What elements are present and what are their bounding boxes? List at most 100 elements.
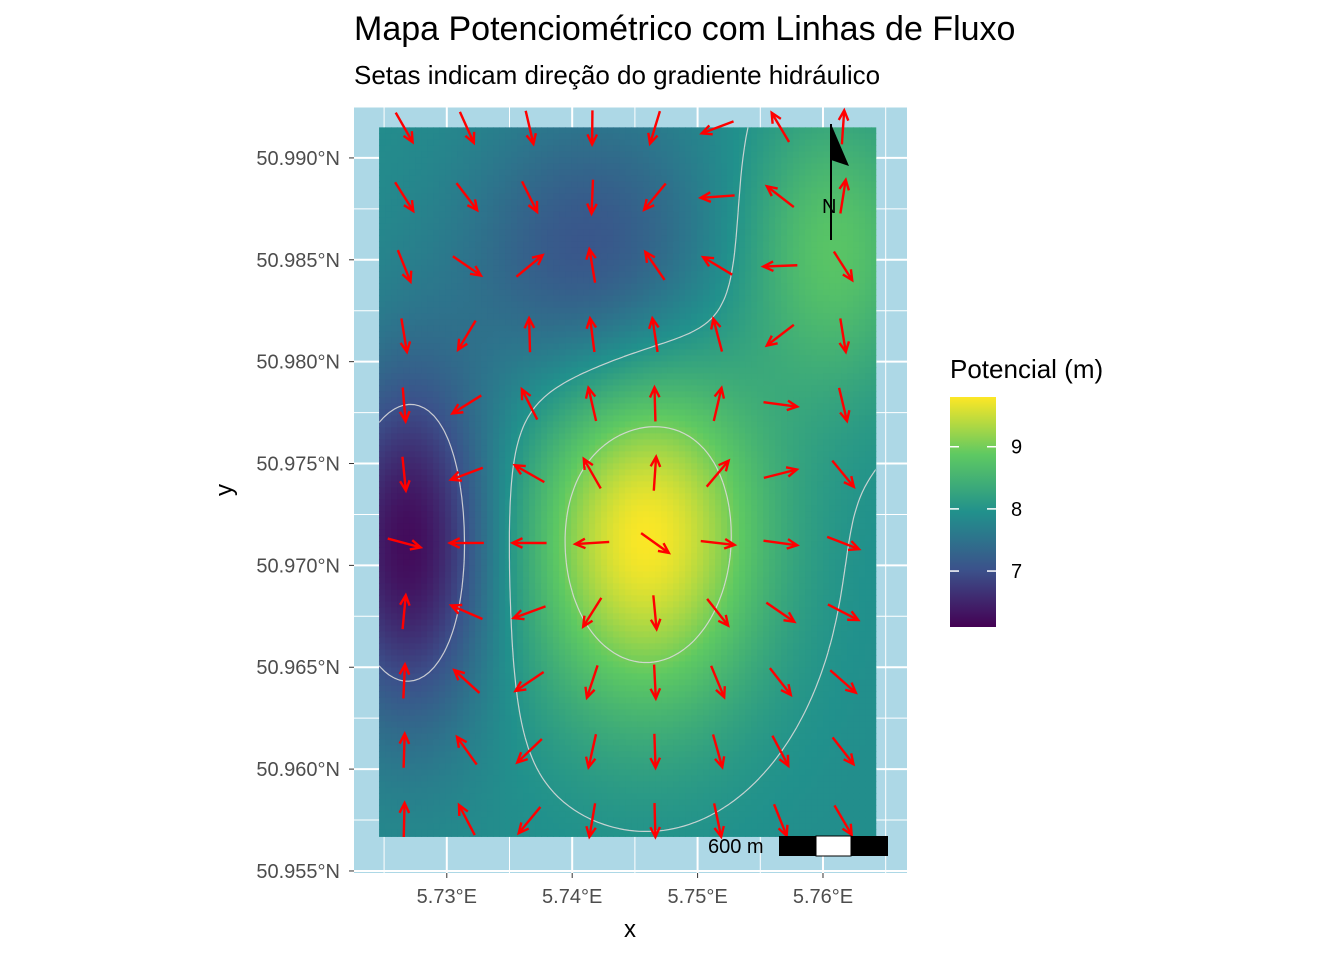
surface-cell: [625, 235, 632, 242]
surface-cell: [415, 403, 422, 410]
surface-cell: [853, 193, 860, 200]
surface-cell: [553, 415, 560, 422]
surface-cell: [565, 337, 572, 344]
surface-cell: [403, 319, 410, 326]
surface-cell: [793, 241, 800, 248]
surface-cell: [577, 481, 584, 488]
surface-cell: [691, 313, 698, 320]
surface-cell: [865, 265, 872, 272]
surface-cell: [523, 307, 530, 314]
surface-cell: [619, 301, 626, 308]
surface-cell: [847, 439, 854, 446]
surface-cell: [517, 439, 524, 446]
surface-cell: [511, 289, 518, 296]
surface-cell: [799, 295, 806, 302]
surface-cell: [649, 175, 656, 182]
surface-cell: [769, 271, 776, 278]
surface-cell: [385, 217, 392, 224]
surface-cell: [631, 319, 638, 326]
surface-cell: [385, 223, 392, 230]
surface-cell: [517, 445, 524, 452]
surface-cell: [415, 175, 422, 182]
surface-cell: [493, 415, 500, 422]
surface-cell: [631, 391, 638, 398]
surface-cell: [781, 289, 788, 296]
surface-cell: [553, 361, 560, 368]
surface-cell: [613, 463, 620, 470]
surface-cell: [601, 211, 608, 218]
surface-cell: [493, 283, 500, 290]
surface-cell: [565, 235, 572, 242]
surface-cell: [781, 307, 788, 314]
surface-cell: [739, 199, 746, 206]
surface-cell: [391, 193, 398, 200]
surface-cell: [781, 217, 788, 224]
surface-cell: [451, 157, 458, 164]
surface-cell: [703, 211, 710, 218]
surface-cell: [619, 205, 626, 212]
surface-cell: [799, 157, 806, 164]
surface-cell: [691, 277, 698, 284]
surface-cell: [571, 403, 578, 410]
surface-cell: [697, 175, 704, 182]
surface-cell: [643, 481, 650, 488]
surface-cell: [745, 193, 752, 200]
surface-cell: [823, 373, 830, 380]
surface-cell: [541, 445, 548, 452]
surface-cell: [439, 433, 446, 440]
surface-cell: [619, 187, 626, 194]
surface-cell: [577, 463, 584, 470]
surface-cell: [817, 391, 824, 398]
surface-cell: [865, 409, 872, 416]
surface-cell: [685, 427, 692, 434]
surface-cell: [589, 253, 596, 260]
surface-cell: [757, 349, 764, 356]
surface-cell: [763, 379, 770, 386]
surface-cell: [427, 463, 434, 470]
surface-cell: [469, 145, 476, 152]
surface-cell: [499, 283, 506, 290]
surface-cell: [571, 277, 578, 284]
surface-cell: [835, 349, 842, 356]
surface-cell: [511, 301, 518, 308]
surface-cell: [847, 433, 854, 440]
surface-cell: [793, 253, 800, 260]
surface-cell: [643, 319, 650, 326]
surface-cell: [853, 421, 860, 428]
surface-cell: [667, 397, 674, 404]
surface-cell: [757, 445, 764, 452]
surface-cell: [529, 175, 536, 182]
surface-cell: [529, 151, 536, 158]
surface-cell: [493, 139, 500, 146]
surface-cell: [451, 133, 458, 140]
surface-cell: [559, 163, 566, 170]
surface-cell: [799, 145, 806, 152]
surface-cell: [643, 145, 650, 152]
surface-cell: [733, 457, 740, 464]
surface-cell: [517, 175, 524, 182]
surface-cell: [799, 151, 806, 158]
surface-cell: [409, 127, 416, 134]
surface-cell: [553, 265, 560, 272]
surface-cell: [589, 223, 596, 230]
surface-cell: [541, 133, 548, 140]
surface-cell: [805, 445, 812, 452]
surface-cell: [523, 289, 530, 296]
surface-cell: [481, 469, 488, 476]
surface-cell: [787, 451, 794, 458]
surface-cell: [829, 283, 836, 290]
surface-cell: [727, 319, 734, 326]
surface-cell: [763, 349, 770, 356]
surface-cell: [391, 373, 398, 380]
surface-cell: [871, 475, 877, 482]
surface-cell: [433, 337, 440, 344]
surface-cell: [439, 295, 446, 302]
surface-cell: [613, 199, 620, 206]
surface-cell: [481, 223, 488, 230]
surface-cell: [577, 229, 584, 236]
surface-cell: [691, 295, 698, 302]
surface-cell: [445, 307, 452, 314]
surface-cell: [409, 217, 416, 224]
surface-cell: [499, 361, 506, 368]
surface-cell: [691, 445, 698, 452]
